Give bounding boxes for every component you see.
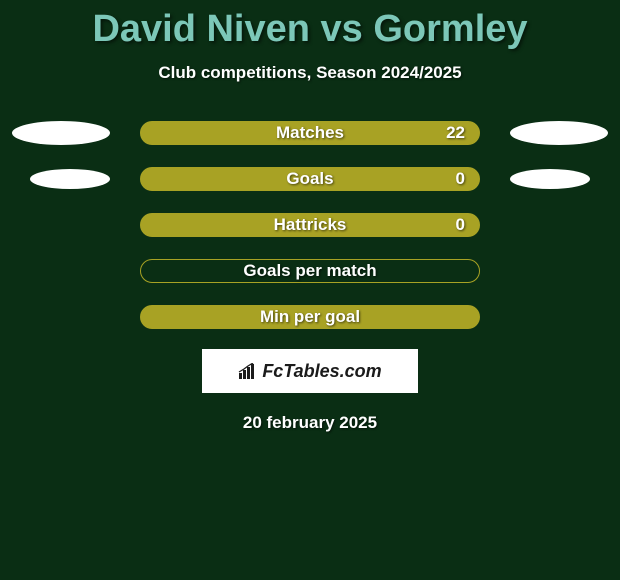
bar-chart-icon xyxy=(238,363,258,379)
stat-row: Goals per match xyxy=(0,259,620,283)
stat-label: Goals xyxy=(286,169,333,189)
stat-bar: Goals per match xyxy=(140,259,480,283)
player-left-ellipse xyxy=(12,121,110,145)
stat-label: Goals per match xyxy=(243,261,376,281)
stat-bar: Matches 22 xyxy=(140,121,480,145)
stat-bar: Min per goal xyxy=(140,305,480,329)
fctables-logo: FcTables.com xyxy=(202,349,418,393)
stat-bars-container: Matches 22 Goals 0 Hattricks 0 Goals per match… xyxy=(0,121,620,329)
logo-content: FcTables.com xyxy=(238,361,381,382)
player-right-ellipse xyxy=(510,169,590,189)
player-left-ellipse xyxy=(30,169,110,189)
stat-row: Hattricks 0 xyxy=(0,213,620,237)
comparison-title: David Niven vs Gormley xyxy=(0,0,620,51)
stat-label: Hattricks xyxy=(274,215,347,235)
stat-label: Matches xyxy=(276,123,344,143)
stat-label: Min per goal xyxy=(260,307,360,327)
comparison-subtitle: Club competitions, Season 2024/2025 xyxy=(0,63,620,83)
stat-row: Matches 22 xyxy=(0,121,620,145)
stat-value: 0 xyxy=(456,215,465,235)
stat-value: 22 xyxy=(446,123,465,143)
player-right-ellipse xyxy=(510,121,608,145)
stat-row: Min per goal xyxy=(0,305,620,329)
logo-text: FcTables.com xyxy=(262,361,381,382)
stat-bar: Goals 0 xyxy=(140,167,480,191)
stat-row: Goals 0 xyxy=(0,167,620,191)
stat-bar: Hattricks 0 xyxy=(140,213,480,237)
snapshot-date: 20 february 2025 xyxy=(0,413,620,433)
stat-value: 0 xyxy=(456,169,465,189)
